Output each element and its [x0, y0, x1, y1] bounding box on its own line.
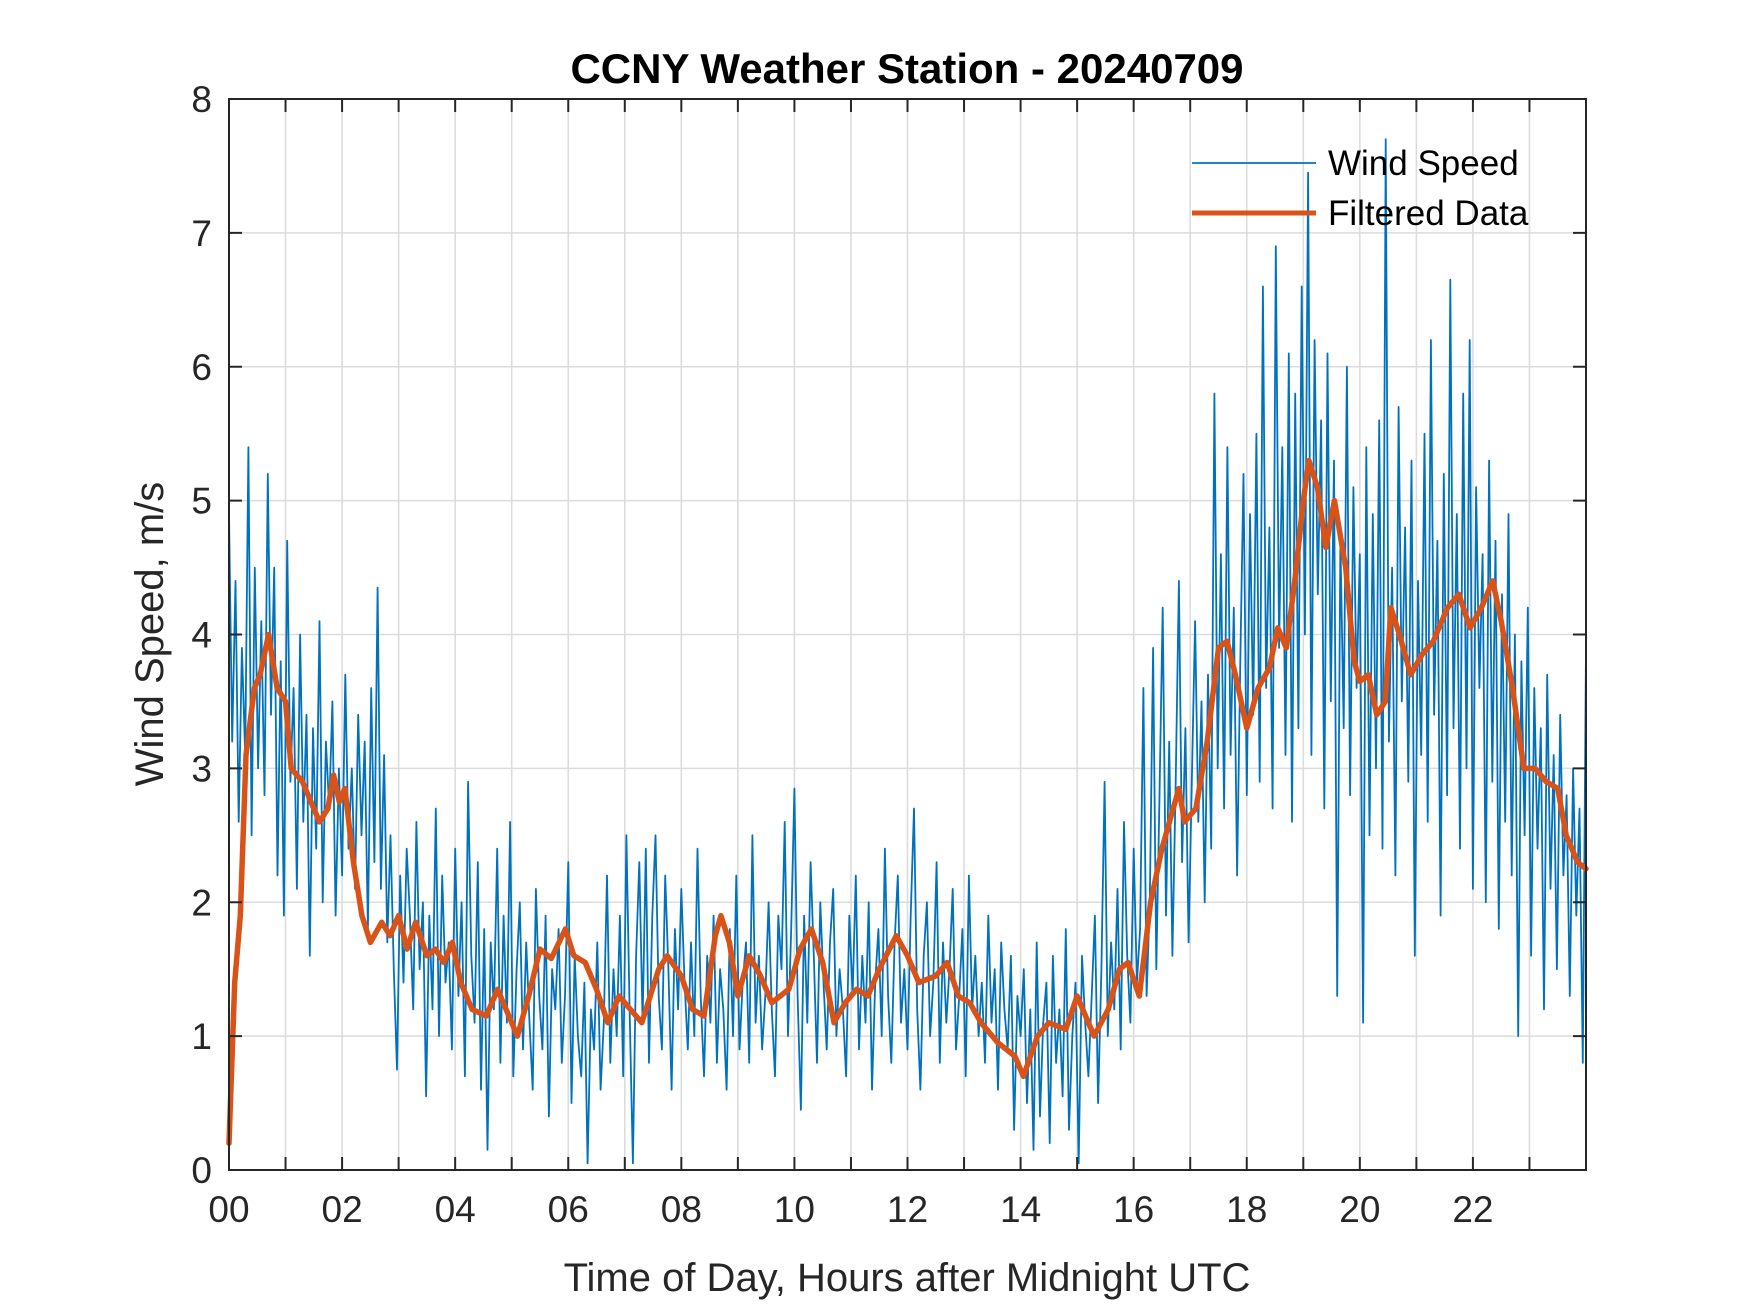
- filtered-data-line: [226, 457, 1589, 1146]
- wind-speed-series: [228, 138, 1587, 1165]
- x-tick-label: 22: [1452, 1189, 1493, 1230]
- legend-label-filtered-data: Filtered Data: [1328, 194, 1529, 233]
- y-tick-label: 6: [191, 347, 212, 388]
- x-tick-label: 10: [774, 1189, 815, 1230]
- x-tick-label: 06: [548, 1189, 589, 1230]
- y-tick-label: 5: [191, 481, 212, 522]
- x-tick-label: 18: [1226, 1189, 1267, 1230]
- y-tick-label: 0: [191, 1150, 212, 1191]
- legend-label-wind-speed: Wind Speed: [1328, 144, 1519, 183]
- y-axis-label: Wind Speed, m/s: [128, 482, 172, 787]
- legend: Wind Speed Filtered Data: [1192, 144, 1529, 233]
- x-tick-label: 00: [208, 1189, 249, 1230]
- y-tick-label: 3: [191, 748, 212, 789]
- x-axis-label: Time of Day, Hours after Midnight UTC: [564, 1256, 1251, 1300]
- y-tick-label: 2: [191, 882, 212, 923]
- x-tick-label: 08: [661, 1189, 702, 1230]
- x-tick-label: 20: [1339, 1189, 1380, 1230]
- wind-speed-line: [228, 138, 1587, 1165]
- y-tick-label: 1: [191, 1016, 212, 1057]
- filtered-data-series: [226, 457, 1589, 1146]
- grid-lines: [229, 99, 1586, 1170]
- y-tick-label: 7: [191, 213, 212, 254]
- y-tick-label: 8: [191, 79, 212, 120]
- x-tick-label: 02: [322, 1189, 363, 1230]
- x-tick-label: 12: [887, 1189, 928, 1230]
- x-tick-label: 16: [1113, 1189, 1154, 1230]
- x-tick-label: 14: [1000, 1189, 1041, 1230]
- axes: [228, 98, 1587, 1171]
- y-tick-label: 4: [191, 615, 212, 656]
- chart-title: CCNY Weather Station - 20240709: [570, 45, 1243, 92]
- x-tick-label: 04: [435, 1189, 476, 1230]
